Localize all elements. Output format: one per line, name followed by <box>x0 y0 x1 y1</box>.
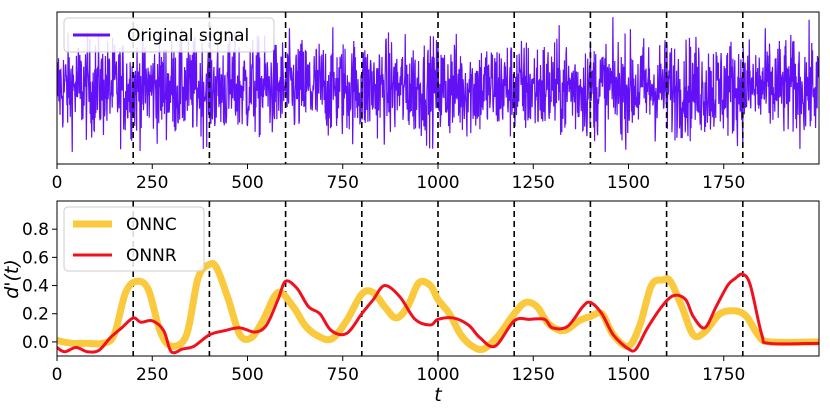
onnr-legend-label: ONNR <box>126 246 177 266</box>
y-tick-label: 0.4 <box>22 277 49 297</box>
signal-line <box>57 17 819 152</box>
x-tick-label: 1000 <box>416 173 459 193</box>
x-axis-label: t <box>434 384 443 406</box>
x-tick-label: 250 <box>136 365 168 385</box>
distance-legend: ONNC ONNR <box>63 206 205 272</box>
signal-legend: Original signal <box>63 17 275 53</box>
x-tick-label: 0 <box>52 173 63 193</box>
y-tick-label: 0.2 <box>22 305 49 325</box>
x-tick-label: 1250 <box>512 173 555 193</box>
y-tick-label: 0.8 <box>22 220 49 240</box>
x-tick-label: 1750 <box>702 173 745 193</box>
x-tick-label: 500 <box>231 365 263 385</box>
x-tick-label: 750 <box>327 173 359 193</box>
x-tick-label: 250 <box>136 173 168 193</box>
x-tick-label: 500 <box>231 173 263 193</box>
onnc-line <box>57 259 819 354</box>
onnr-line <box>57 272 819 355</box>
x-tick-label: 1750 <box>702 365 745 385</box>
x-tick-label: 1500 <box>607 173 650 193</box>
signal-legend-label: Original signal <box>127 26 249 46</box>
distance-panel: 0 250 500 750 1000 1250 1500 1750 0.0 0.2 0.4 0.6 0… <box>1 200 820 406</box>
y-tick-label: 0.6 <box>22 248 49 268</box>
x-tick-label: 0 <box>52 365 63 385</box>
y-tick-label: 0.0 <box>22 333 49 353</box>
y-axis-label: d'(t) <box>1 259 23 299</box>
x-tick-label: 1500 <box>607 365 650 385</box>
signal-legend-box <box>63 17 275 53</box>
x-tick-label: 750 <box>327 365 359 385</box>
x-tick-label: 1250 <box>512 365 555 385</box>
signal-panel: 0 250 500 750 1000 1250 1500 1750 Original sign… <box>52 11 820 193</box>
onnc-legend-label: ONNC <box>126 215 177 235</box>
x-tick-label: 1000 <box>416 365 459 385</box>
